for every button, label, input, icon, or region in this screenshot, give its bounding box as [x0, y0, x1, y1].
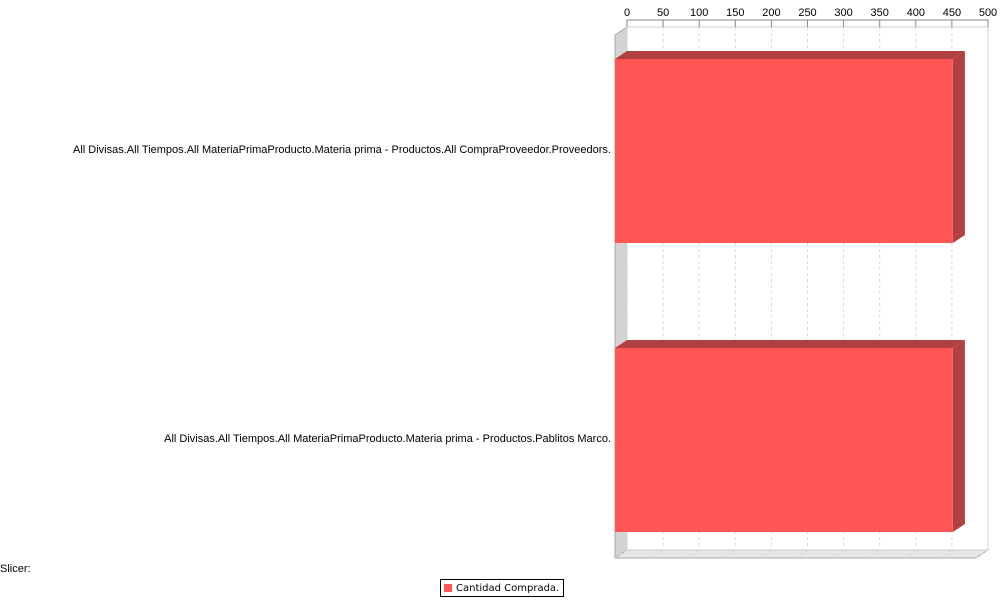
legend-swatch	[444, 584, 452, 592]
floor-gridline	[831, 549, 844, 559]
floor-gridline	[903, 549, 917, 559]
slicer-label: Slicer:	[0, 563, 31, 575]
bar-end-face	[952, 51, 965, 243]
bar-top-face	[615, 51, 965, 59]
category-label: All Divisas.All Tiempos.All MateriaPrima…	[164, 433, 611, 445]
x-tick-label: 400	[906, 7, 925, 19]
floor-gridline	[759, 549, 772, 559]
x-tick-label: 250	[798, 7, 817, 19]
floor-gridline	[723, 549, 736, 559]
category-label: All Divisas.All Tiempos.All MateriaPrima…	[73, 144, 611, 156]
bar-end-face	[952, 340, 965, 532]
x-tick-label: 450	[942, 7, 962, 19]
floor-gridline	[867, 549, 880, 559]
x-tick-label: 300	[834, 7, 853, 19]
floor-gridline	[795, 549, 808, 559]
x-tick-label: 0	[623, 7, 631, 19]
floor-gridline	[686, 549, 700, 559]
floor-gridline	[650, 549, 664, 559]
legend: Cantidad Comprada.	[440, 579, 565, 597]
x-tick-label: 100	[690, 7, 709, 19]
x-tick-label: 200	[762, 7, 781, 19]
bar-top-face	[615, 340, 965, 348]
bar	[615, 59, 953, 243]
floor-gridline	[975, 549, 989, 559]
floor-gridline	[939, 549, 953, 559]
x-tick-label: 350	[870, 7, 889, 19]
bar	[615, 348, 953, 532]
x-tick-label: 500	[978, 7, 998, 19]
legend-label: Cantidad Comprada.	[456, 582, 560, 594]
floor-gridline	[614, 549, 628, 559]
x-tick-label: 50	[656, 7, 670, 19]
x-tick-label: 150	[726, 7, 745, 19]
